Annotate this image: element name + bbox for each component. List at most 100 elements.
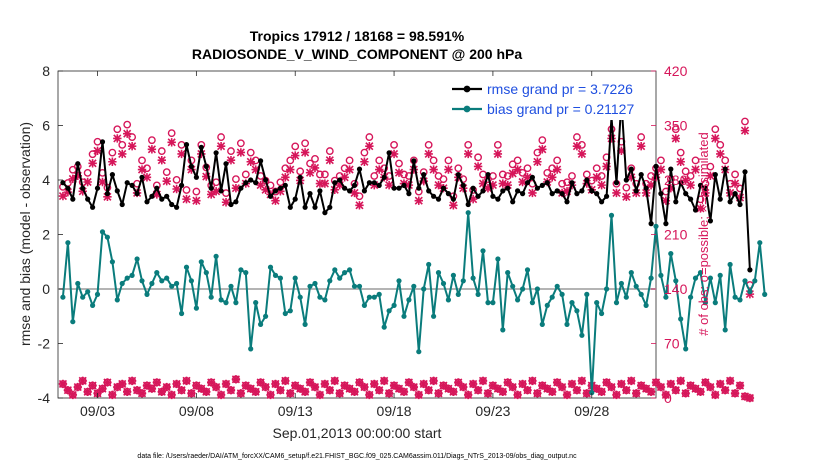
- bias-point: [569, 300, 575, 306]
- bias-point: [757, 240, 763, 246]
- obs-possible-marker: [676, 148, 685, 157]
- obs-possible-marker: [508, 160, 517, 169]
- bias-point: [104, 234, 110, 240]
- y-tick-label-left: 4: [42, 172, 50, 188]
- y-axis-label-right: # of obs: o=possible; ×=assimilated: [696, 132, 711, 335]
- bias-point: [554, 283, 560, 289]
- bias-point: [297, 294, 303, 300]
- rmse-point: [70, 196, 76, 202]
- obs-low-assimilated-marker: [548, 387, 557, 396]
- obs-low-assimilated-marker: [533, 389, 542, 398]
- bias-point: [752, 278, 758, 284]
- obs-assimilated-marker: [162, 177, 171, 186]
- bias-point: [401, 313, 407, 319]
- bias-point: [154, 270, 160, 276]
- obs-low-assimilated-marker: [113, 382, 122, 392]
- rmse-point: [90, 204, 96, 210]
- rmse-point: [327, 204, 333, 210]
- obs-low-assimilated-marker: [661, 390, 671, 400]
- obs-low-assimilated-marker: [320, 379, 330, 389]
- obs-assimilated-marker: [656, 165, 666, 174]
- rmse-point: [366, 180, 372, 186]
- rmse-point: [361, 188, 367, 194]
- obs-possible-marker: [513, 156, 522, 165]
- obs-assimilated-marker: [147, 145, 157, 154]
- bias-point: [762, 291, 768, 297]
- rmse-point: [203, 163, 209, 169]
- bias-point: [490, 300, 496, 306]
- bias-point: [688, 294, 694, 300]
- obs-low-assimilated-marker: [88, 381, 97, 390]
- bias-point: [520, 286, 526, 292]
- obs-possible-marker: [345, 156, 354, 165]
- bias-point: [361, 302, 367, 308]
- obs-low-assimilated-marker: [439, 381, 448, 390]
- rmse-point: [658, 191, 664, 197]
- obs-possible-marker: [172, 175, 181, 184]
- rmse-point: [663, 221, 669, 227]
- obs-low-assimilated-marker: [207, 378, 216, 387]
- rmse-point: [139, 174, 145, 180]
- y-tick-label-right: 210: [664, 227, 688, 243]
- rmse-point: [692, 207, 699, 213]
- obs-assimilated-marker: [325, 156, 335, 165]
- obs-assimilated-marker: [478, 179, 488, 188]
- obs-assimilated-marker: [152, 190, 162, 199]
- obs-low-assimilated-marker: [300, 387, 310, 396]
- obs-assimilated-marker: [696, 204, 705, 213]
- rmse-point: [742, 169, 748, 175]
- obs-assimilated-marker: [548, 173, 557, 182]
- obs-low-assimilated-marker: [261, 382, 270, 392]
- bias-point: [574, 308, 580, 314]
- rmse-point: [233, 199, 239, 205]
- rmse-point: [574, 191, 580, 197]
- bias-point: [258, 321, 264, 327]
- bias-point: [445, 297, 451, 303]
- rmse-point: [307, 191, 313, 197]
- rmse-point: [470, 185, 476, 191]
- y-tick-label-left: -4: [38, 390, 51, 406]
- bias-point: [564, 321, 570, 327]
- bias-point: [144, 291, 150, 297]
- legend: rmse grand pr = 3.7226 bias grand pr = 0…: [448, 76, 653, 120]
- obs-possible-marker: [681, 167, 690, 176]
- obs-assimilated-marker: [365, 141, 374, 151]
- obs-low-assimilated-marker: [449, 387, 458, 396]
- obs-low-assimilated-marker: [291, 381, 300, 390]
- obs-possible-marker: [355, 192, 364, 201]
- obs-low-assimilated-marker: [162, 382, 171, 392]
- rmse-point: [732, 191, 738, 197]
- obs-assimilated-marker: [291, 151, 300, 160]
- obs-assimilated-marker: [310, 163, 320, 173]
- obs-assimilated-marker: [286, 165, 295, 174]
- bias-point: [416, 349, 422, 355]
- obs-possible-marker: [162, 168, 171, 177]
- bias-point: [421, 286, 427, 292]
- rmse-point: [164, 193, 170, 199]
- bias-point: [174, 280, 180, 287]
- obs-low-assimilated-marker: [691, 384, 700, 393]
- rmse-point: [589, 188, 595, 194]
- bias-point: [435, 270, 442, 276]
- obs-assimilated-marker: [251, 165, 260, 174]
- obs-low-assimilated-marker: [429, 376, 438, 386]
- bias-series: [60, 210, 768, 396]
- obs-assimilated-marker: [221, 198, 231, 207]
- rmse-point: [534, 185, 541, 191]
- rmse-point: [129, 182, 135, 188]
- bias-point: [342, 270, 348, 276]
- y-tick-label-right: 420: [664, 63, 688, 79]
- obs-assimilated-marker: [118, 149, 127, 159]
- rmse-point: [80, 185, 86, 191]
- bias-point: [712, 300, 718, 306]
- obs-low-assimilated-marker: [730, 389, 740, 398]
- obs-low-assimilated-marker: [266, 390, 275, 400]
- obs-assimilated-marker: [93, 146, 102, 156]
- obs-low-assimilated-marker: [147, 384, 157, 393]
- bias-point: [119, 280, 125, 287]
- obs-low-assimilated-marker: [236, 389, 246, 398]
- obs-low-assimilated-marker: [281, 376, 290, 386]
- bias-point: [495, 256, 501, 262]
- rmse-point: [124, 180, 130, 186]
- bias-point: [327, 278, 333, 284]
